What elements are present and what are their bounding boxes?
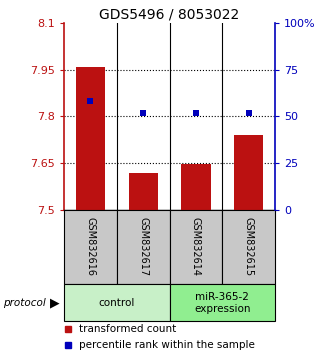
Text: miR-365-2
expression: miR-365-2 expression xyxy=(194,292,251,314)
Bar xyxy=(64,210,117,284)
Bar xyxy=(129,173,158,210)
Text: ▶: ▶ xyxy=(50,296,59,309)
Text: transformed count: transformed count xyxy=(79,324,176,334)
Title: GDS5496 / 8053022: GDS5496 / 8053022 xyxy=(100,8,240,22)
Text: GSM832617: GSM832617 xyxy=(138,217,148,276)
Text: percentile rank within the sample: percentile rank within the sample xyxy=(79,339,255,350)
Bar xyxy=(64,284,170,321)
Bar xyxy=(234,135,263,210)
Bar xyxy=(222,210,275,284)
Text: GSM832616: GSM832616 xyxy=(85,217,95,276)
Text: protocol: protocol xyxy=(3,298,46,308)
Bar xyxy=(170,210,222,284)
Bar xyxy=(76,67,105,210)
Text: control: control xyxy=(99,298,135,308)
Bar xyxy=(181,165,211,210)
Bar xyxy=(117,210,170,284)
Text: GSM832615: GSM832615 xyxy=(244,217,254,276)
Text: GSM832614: GSM832614 xyxy=(191,217,201,276)
Bar xyxy=(170,284,275,321)
